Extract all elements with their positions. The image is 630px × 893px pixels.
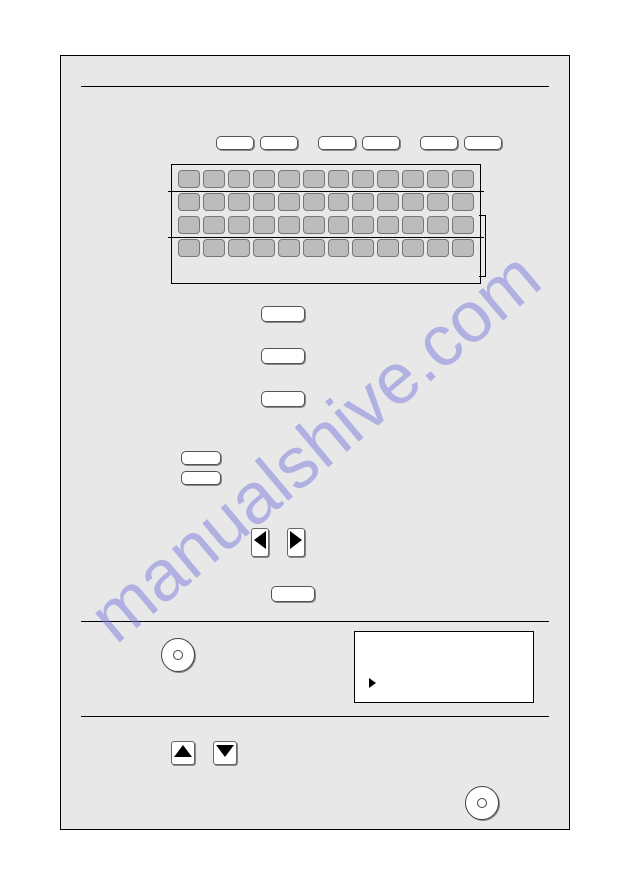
key[interactable] (328, 216, 350, 234)
pair-btn-1[interactable] (181, 451, 221, 465)
key[interactable] (402, 193, 424, 211)
lone-btn-3[interactable] (261, 391, 305, 407)
key[interactable] (377, 170, 399, 188)
key[interactable] (278, 170, 300, 188)
key-row-3 (178, 216, 474, 234)
key[interactable] (377, 216, 399, 234)
key[interactable] (178, 216, 200, 234)
triangle-down-icon (216, 745, 234, 757)
triangle-left-icon (254, 531, 266, 549)
key[interactable] (303, 193, 325, 211)
down-arrow-button[interactable] (213, 741, 237, 765)
key[interactable] (278, 216, 300, 234)
key-row-2 (178, 193, 474, 211)
key[interactable] (228, 239, 250, 257)
key[interactable] (278, 239, 300, 257)
rotary-knob-1[interactable] (161, 638, 195, 672)
key[interactable] (377, 239, 399, 257)
pair-btn-2-wrap (181, 471, 221, 485)
key[interactable] (178, 193, 200, 211)
key[interactable] (203, 216, 225, 234)
key[interactable] (328, 193, 350, 211)
triangle-right-icon (290, 531, 302, 549)
key[interactable] (203, 239, 225, 257)
key[interactable] (352, 193, 374, 211)
key[interactable] (228, 193, 250, 211)
triangle-up-icon (174, 745, 192, 757)
top-btn-1[interactable] (216, 136, 254, 150)
separator-1 (81, 621, 549, 622)
key[interactable] (253, 170, 275, 188)
lone-btn-2[interactable] (261, 348, 305, 364)
lone-btn-1[interactable] (261, 306, 305, 322)
manual-page (60, 55, 570, 830)
key[interactable] (278, 193, 300, 211)
lone-btn-3-wrap (261, 391, 305, 407)
pair-btn-1-wrap (181, 451, 221, 465)
key[interactable] (178, 239, 200, 257)
right-arrow-button[interactable] (287, 528, 305, 557)
key[interactable] (402, 216, 424, 234)
rotary-knob-2[interactable] (465, 786, 499, 820)
key[interactable] (352, 216, 374, 234)
top-btn-3[interactable] (318, 136, 356, 150)
key[interactable] (402, 239, 424, 257)
up-arrow-button[interactable] (171, 741, 195, 765)
pair-btn-2[interactable] (181, 471, 221, 485)
key[interactable] (427, 239, 449, 257)
top-button-row (216, 136, 502, 150)
key[interactable] (452, 239, 474, 257)
key[interactable] (203, 170, 225, 188)
key[interactable] (452, 193, 474, 211)
key-row-1 (178, 170, 474, 188)
key[interactable] (427, 193, 449, 211)
key[interactable] (427, 216, 449, 234)
key[interactable] (328, 170, 350, 188)
key[interactable] (303, 170, 325, 188)
top-rule (81, 86, 549, 87)
key[interactable] (352, 239, 374, 257)
top-btn-6[interactable] (464, 136, 502, 150)
key[interactable] (228, 216, 250, 234)
lone-btn-2-wrap (261, 348, 305, 364)
separator-2 (81, 716, 549, 717)
top-btn-5[interactable] (420, 136, 458, 150)
key[interactable] (328, 239, 350, 257)
display-screen (354, 631, 534, 703)
up-down-row (171, 741, 237, 765)
knob-center-icon (477, 798, 487, 808)
key[interactable] (352, 170, 374, 188)
key[interactable] (402, 170, 424, 188)
left-right-row (251, 528, 305, 557)
lone-btn-4[interactable] (271, 586, 315, 602)
key[interactable] (253, 239, 275, 257)
key[interactable] (303, 216, 325, 234)
key[interactable] (203, 193, 225, 211)
key[interactable] (178, 170, 200, 188)
key[interactable] (253, 216, 275, 234)
cursor-right-icon (369, 678, 376, 688)
key[interactable] (253, 193, 275, 211)
top-btn-2[interactable] (260, 136, 298, 150)
key-row-4 (178, 239, 474, 257)
key[interactable] (427, 170, 449, 188)
lone-btn-4-wrap (271, 586, 315, 602)
knob-center-icon (173, 650, 183, 660)
key-module (171, 164, 481, 284)
key[interactable] (452, 216, 474, 234)
top-btn-4[interactable] (362, 136, 400, 150)
key[interactable] (452, 170, 474, 188)
lone-btn-1-wrap (261, 306, 305, 322)
key[interactable] (303, 239, 325, 257)
key[interactable] (377, 193, 399, 211)
left-arrow-button[interactable] (251, 528, 269, 557)
key[interactable] (228, 170, 250, 188)
